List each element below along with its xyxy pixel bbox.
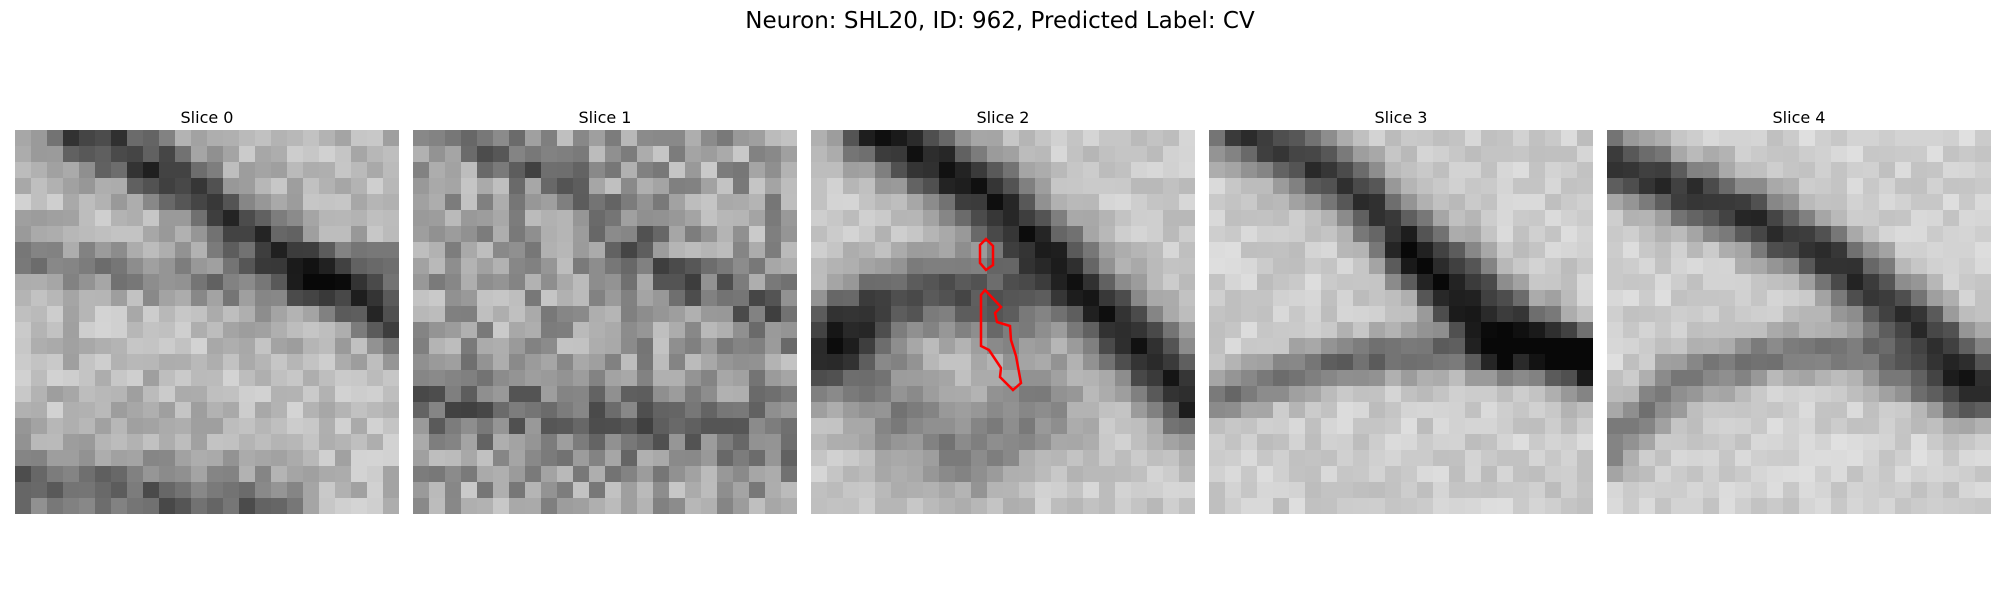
panel-slice-0: Slice 0 [15,108,399,514]
contour-lower [979,288,1023,392]
panel-title: Slice 3 [1374,108,1428,127]
panel-slice-3: Slice 3 [1209,108,1593,514]
slice-image [413,130,797,514]
slice-image [1607,130,1991,514]
panel-title: Slice 4 [1772,108,1826,127]
segmentation-contour [978,237,1023,392]
slice-image [15,130,399,514]
panel-slice-1: Slice 1 [413,108,797,514]
panel-slice-4: Slice 4 [1607,108,1991,514]
panel-title: Slice 2 [976,108,1030,127]
slice-image [811,130,1195,514]
panel-title: Slice 1 [578,108,632,127]
panel-slice-2: Slice 2 [811,108,1195,514]
contour-upper [978,237,995,272]
figure-title: Neuron: SHL20, ID: 962, Predicted Label:… [745,8,1255,34]
panel-title: Slice 0 [180,108,234,127]
slice-image [1209,130,1593,514]
